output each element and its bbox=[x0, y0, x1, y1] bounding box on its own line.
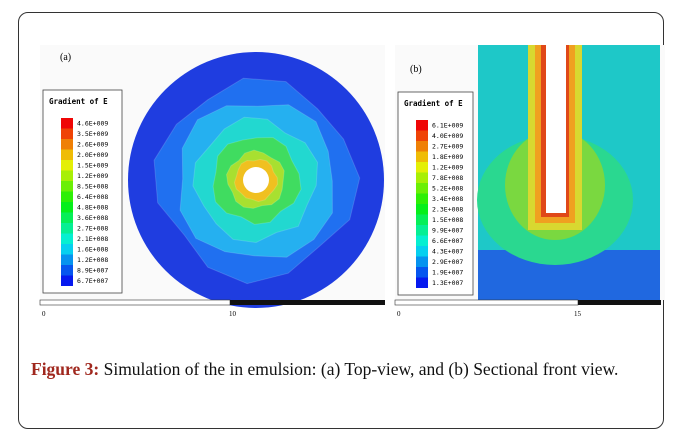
scale-label: 0 bbox=[42, 310, 46, 318]
hole bbox=[243, 167, 269, 193]
legend-swatch bbox=[61, 255, 73, 266]
legend: Gradient of E 6.1E+009 4.0E+009 2.7E+009 1.8… bbox=[398, 92, 473, 295]
legend: Gradient of E 4.6E+009 3.5E+009 2.6E+009 2.0… bbox=[43, 90, 122, 293]
legend-value: 3.4E+008 bbox=[432, 195, 463, 203]
legend-swatch bbox=[416, 162, 428, 173]
legend-swatch bbox=[416, 141, 428, 152]
legend-value: 5.2E+008 bbox=[432, 185, 463, 193]
legend-title: Gradient of E bbox=[404, 99, 463, 108]
scale-bar bbox=[40, 300, 230, 305]
legend-swatch bbox=[416, 278, 428, 289]
legend-swatch bbox=[416, 204, 428, 215]
legend-value: 1.2E+008 bbox=[77, 256, 108, 264]
scale-bar bbox=[395, 300, 578, 305]
legend-swatch bbox=[61, 202, 73, 213]
legend-swatch bbox=[61, 139, 73, 150]
legend-value: 7.8E+008 bbox=[432, 174, 463, 182]
panel-label: (b) bbox=[410, 64, 422, 75]
legend-value: 3.5E+009 bbox=[77, 130, 108, 138]
legend-value: 4.8E+008 bbox=[77, 204, 108, 212]
legend-swatch bbox=[416, 267, 428, 278]
legend-value: 1.2E+009 bbox=[77, 172, 108, 180]
legend-swatch bbox=[416, 215, 428, 226]
legend-value: 1.9E+007 bbox=[432, 269, 463, 277]
legend-value: 6.6E+007 bbox=[432, 237, 463, 245]
legend-swatch bbox=[416, 236, 428, 247]
legend-value: 4.0E+009 bbox=[432, 132, 463, 140]
legend-value: 8.9E+007 bbox=[77, 267, 108, 275]
legend-swatch bbox=[61, 213, 73, 224]
legend-swatch bbox=[416, 246, 428, 257]
legend-swatch bbox=[61, 244, 73, 255]
scale-bar bbox=[230, 300, 385, 305]
legend-title: Gradient of E bbox=[49, 97, 108, 106]
legend-value: 6.4E+008 bbox=[77, 193, 108, 201]
legend-value: 9.9E+007 bbox=[432, 227, 463, 235]
legend-swatch bbox=[61, 234, 73, 245]
legend-value: 4.3E+007 bbox=[432, 248, 463, 256]
legend-swatch bbox=[61, 181, 73, 192]
legend-value: 2.7E+008 bbox=[77, 225, 108, 233]
legend-value: 2.6E+009 bbox=[77, 141, 108, 149]
legend-value: 1.5E+009 bbox=[77, 162, 108, 170]
scale-label: 0 bbox=[397, 310, 401, 318]
legend-value: 1.8E+009 bbox=[432, 153, 463, 161]
legend-swatch bbox=[416, 225, 428, 236]
legend-swatch bbox=[416, 131, 428, 142]
page: {"figure": { "panel_a": {"label": "(a)",… bbox=[0, 0, 683, 441]
legend-value: 4.6E+009 bbox=[77, 120, 108, 128]
legend-value: 2.0E+009 bbox=[77, 151, 108, 159]
legend-swatch bbox=[61, 160, 73, 171]
legend-swatch bbox=[416, 173, 428, 184]
legend-value: 2.9E+007 bbox=[432, 258, 463, 266]
legend-value: 6.7E+007 bbox=[77, 277, 108, 285]
legend-swatch bbox=[61, 129, 73, 140]
legend-value: 6.1E+009 bbox=[432, 122, 463, 130]
legend-swatch bbox=[416, 194, 428, 205]
legend-swatch bbox=[416, 152, 428, 163]
legend-value: 3.6E+008 bbox=[77, 214, 108, 222]
legend-value: 1.6E+008 bbox=[77, 246, 108, 254]
legend-swatch bbox=[416, 257, 428, 268]
legend-value: 1.2E+009 bbox=[432, 164, 463, 172]
legend-swatch bbox=[61, 265, 73, 276]
scale-label: 10 bbox=[229, 310, 237, 318]
legend-swatch bbox=[61, 171, 73, 182]
legend-swatch bbox=[61, 192, 73, 203]
scale-bar bbox=[578, 300, 661, 305]
caption: Figure 3: Simulation of the in emulsion:… bbox=[31, 356, 653, 382]
legend-swatch bbox=[61, 118, 73, 129]
legend-value: 2.7E+009 bbox=[432, 143, 463, 151]
legend-value: 2.1E+008 bbox=[77, 235, 108, 243]
legend-value: 1.5E+008 bbox=[432, 216, 463, 224]
legend-value: 2.3E+008 bbox=[432, 206, 463, 214]
legend-swatch bbox=[61, 150, 73, 161]
legend-swatch bbox=[61, 276, 73, 287]
scale-label: 15 bbox=[574, 310, 582, 318]
panel-label: (a) bbox=[60, 52, 71, 63]
caption-text: Simulation of the in emulsion: (a) Top-v… bbox=[104, 359, 619, 379]
legend-swatch bbox=[61, 223, 73, 234]
caption-label: Figure 3: bbox=[31, 359, 99, 379]
legend-value: 8.5E+008 bbox=[77, 183, 108, 191]
legend-value: 1.3E+007 bbox=[432, 279, 463, 287]
legend-swatch bbox=[416, 183, 428, 194]
legend-swatch bbox=[416, 120, 428, 131]
panel-b-field bbox=[477, 45, 660, 300]
